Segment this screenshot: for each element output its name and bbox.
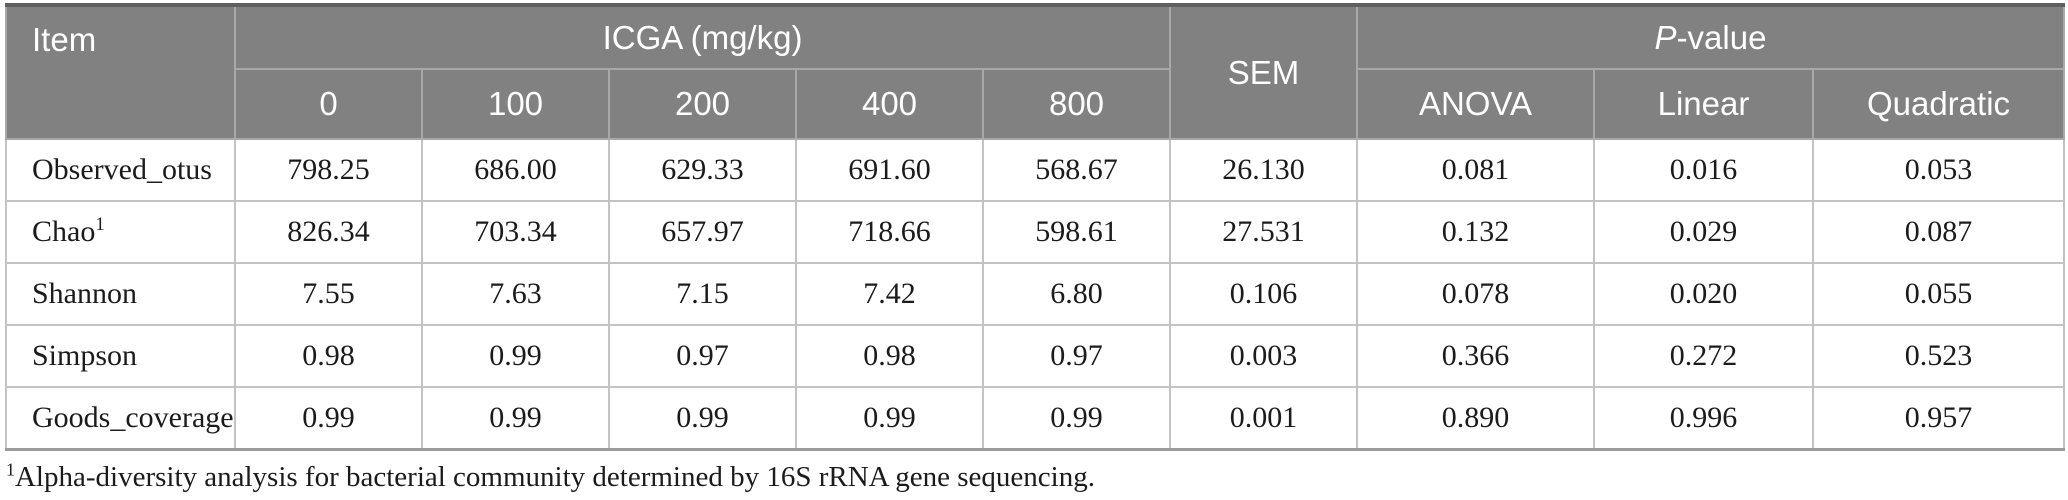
- cell-dose-value: 7.42: [795, 262, 984, 326]
- table-row-shannon: Shannon 7.55 7.63 7.15 7.42 6.80 0.106 0…: [5, 262, 2065, 326]
- cell-dose-value: 703.34: [421, 200, 610, 264]
- footnote-text: Alpha-diversity analysis for bacterial c…: [14, 461, 1095, 493]
- column-header-linear: Linear: [1593, 68, 1814, 140]
- cell-dose-value: 0.98: [234, 324, 423, 388]
- cell-dose-value: 0.97: [982, 324, 1171, 388]
- row-item-label: Simpson: [5, 324, 236, 388]
- row-item-label: Goods_coverage: [5, 386, 236, 451]
- alpha-diversity-table: Item ICGA (mg/kg) SEM P-value 0 100 200 …: [5, 3, 2065, 451]
- cell-pvalue-anova: 0.132: [1356, 200, 1595, 264]
- cell-dose-value: 718.66: [795, 200, 984, 264]
- cell-dose-value: 629.33: [608, 138, 797, 202]
- cell-sem-value: 0.106: [1169, 262, 1358, 326]
- cell-pvalue-quadratic: 0.087: [1812, 200, 2065, 264]
- cell-dose-value: 0.99: [795, 386, 984, 451]
- column-header-dose-200: 200: [608, 68, 797, 140]
- cell-pvalue-linear: 0.996: [1593, 386, 1814, 451]
- cell-pvalue-anova: 0.366: [1356, 324, 1595, 388]
- cell-pvalue-linear: 0.016: [1593, 138, 1814, 202]
- row-item-text: Shannon: [32, 277, 137, 310]
- table-row-observed-otus: Observed_otus 798.25 686.00 629.33 691.6…: [5, 138, 2065, 202]
- cell-pvalue-anova: 0.890: [1356, 386, 1595, 451]
- row-item-text: Chao: [32, 215, 96, 248]
- cell-pvalue-quadratic: 0.957: [1812, 386, 2065, 451]
- cell-dose-value: 0.99: [982, 386, 1171, 451]
- column-header-sem: SEM: [1169, 4, 1358, 140]
- cell-dose-value: 826.34: [234, 200, 423, 264]
- table-body: Observed_otus 798.25 686.00 629.33 691.6…: [5, 138, 2065, 451]
- cell-dose-value: 0.99: [234, 386, 423, 451]
- row-item-text: Simpson: [32, 339, 138, 372]
- alpha-diversity-table-page: Item ICGA (mg/kg) SEM P-value 0 100 200 …: [0, 3, 2068, 500]
- cell-sem-value: 26.130: [1169, 138, 1358, 202]
- column-header-item: Item: [5, 4, 236, 140]
- cell-dose-value: 7.63: [421, 262, 610, 326]
- cell-pvalue-quadratic: 0.053: [1812, 138, 2065, 202]
- cell-pvalue-linear: 0.272: [1593, 324, 1814, 388]
- column-group-pvalue: P-value: [1356, 4, 2065, 70]
- cell-pvalue-linear: 0.029: [1593, 200, 1814, 264]
- cell-dose-value: 798.25: [234, 138, 423, 202]
- cell-dose-value: 0.99: [608, 386, 797, 451]
- row-item-text: Goods_coverage: [32, 401, 234, 434]
- cell-sem-value: 0.003: [1169, 324, 1358, 388]
- header-row-subcolumns: 0 100 200 400 800 ANOVA Linear Quadratic: [6, 68, 2065, 140]
- row-item-superscript: 1: [95, 214, 105, 235]
- cell-dose-value: 0.99: [421, 386, 610, 451]
- cell-dose-value: 568.67: [982, 138, 1171, 202]
- table-row-simpson: Simpson 0.98 0.99 0.97 0.98 0.97 0.003 0…: [5, 324, 2065, 388]
- column-header-dose-0: 0: [234, 68, 423, 140]
- cell-dose-value: 0.99: [421, 324, 610, 388]
- row-item-label: Shannon: [5, 262, 236, 326]
- cell-dose-value: 6.80: [982, 262, 1171, 326]
- table-header: Item ICGA (mg/kg) SEM P-value 0 100 200 …: [5, 4, 2065, 140]
- cell-dose-value: 691.60: [795, 138, 984, 202]
- cell-pvalue-anova: 0.078: [1356, 262, 1595, 326]
- table-row-goods-coverage: Goods_coverage 0.99 0.99 0.99 0.99 0.99 …: [5, 386, 2065, 451]
- cell-pvalue-quadratic: 0.055: [1812, 262, 2065, 326]
- column-header-dose-400: 400: [795, 68, 984, 140]
- cell-dose-value: 657.97: [608, 200, 797, 264]
- column-header-anova: ANOVA: [1356, 68, 1595, 140]
- pvalue-label-rest: -value: [1676, 18, 1767, 56]
- row-item-label: Observed_otus: [5, 138, 236, 202]
- column-header-dose-800: 800: [982, 68, 1171, 140]
- cell-dose-value: 686.00: [421, 138, 610, 202]
- row-item-label: Chao1: [5, 200, 236, 264]
- pvalue-italic-p: P: [1654, 18, 1677, 56]
- header-row-groups: Item ICGA (mg/kg) SEM P-value: [5, 4, 2065, 140]
- column-group-icga: ICGA (mg/kg): [234, 4, 1171, 70]
- cell-pvalue-linear: 0.020: [1593, 262, 1814, 326]
- cell-dose-value: 0.98: [795, 324, 984, 388]
- cell-dose-value: 0.97: [608, 324, 797, 388]
- table-footnote: 1Alpha-diversity analysis for bacterial …: [6, 459, 1095, 494]
- cell-dose-value: 7.15: [608, 262, 797, 326]
- cell-pvalue-quadratic: 0.523: [1812, 324, 2065, 388]
- column-header-dose-100: 100: [421, 68, 610, 140]
- cell-sem-value: 27.531: [1169, 200, 1358, 264]
- cell-sem-value: 0.001: [1169, 386, 1358, 451]
- row-item-text: Observed_otus: [32, 153, 212, 186]
- cell-dose-value: 7.55: [234, 262, 423, 326]
- cell-pvalue-anova: 0.081: [1356, 138, 1595, 202]
- cell-dose-value: 598.61: [982, 200, 1171, 264]
- table-row-chao: Chao1 826.34 703.34 657.97 718.66 598.61…: [5, 200, 2065, 264]
- footnote-superscript: 1: [6, 459, 15, 480]
- column-header-quadratic: Quadratic: [1812, 68, 2065, 140]
